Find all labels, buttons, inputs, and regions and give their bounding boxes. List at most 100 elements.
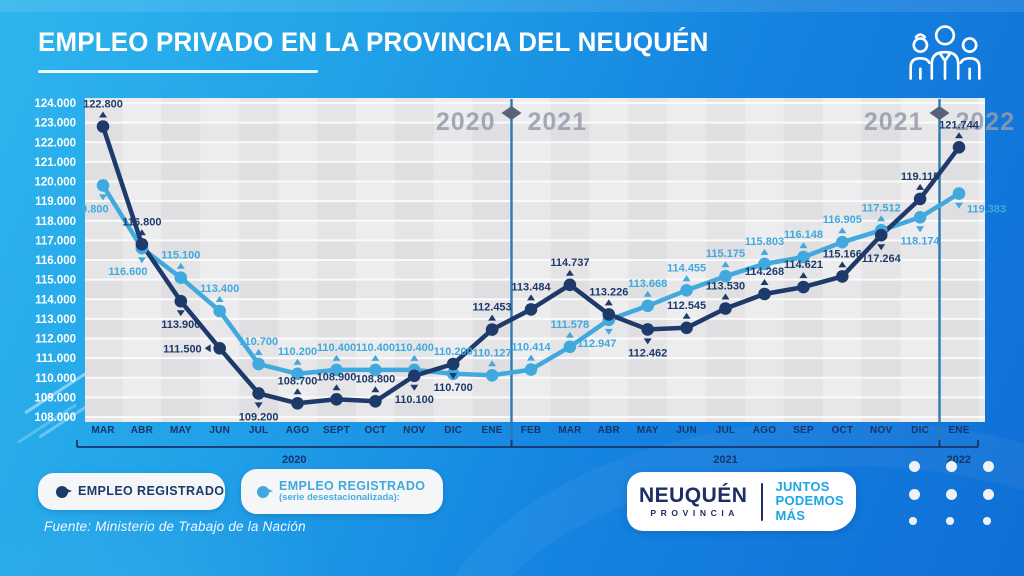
- legend-label: EMPLEO REGISTRADO: [279, 478, 426, 493]
- svg-text:2021: 2021: [528, 108, 588, 136]
- decor-dot: [909, 461, 920, 472]
- data-label: 119.115: [901, 171, 940, 183]
- svg-text:JUN: JUN: [209, 425, 230, 436]
- data-point: [680, 284, 693, 297]
- svg-text:JUL: JUL: [716, 425, 736, 436]
- data-point: [874, 228, 888, 242]
- svg-text:MAY: MAY: [637, 425, 659, 436]
- year-divider: 2020 2021: [436, 99, 588, 447]
- data-label: 115.175: [706, 248, 745, 260]
- data-point: [913, 192, 927, 206]
- legend-item-registrado[interactable]: EMPLEO REGISTRADO: [38, 473, 225, 510]
- svg-text:NOV: NOV: [403, 425, 425, 436]
- data-label: 110.200: [278, 346, 317, 358]
- svg-text:115.000: 115.000: [35, 275, 76, 287]
- svg-text:JUL: JUL: [249, 425, 269, 436]
- data-label: 115.803: [745, 236, 784, 248]
- svg-text:2020: 2020: [436, 108, 496, 136]
- svg-text:OCT: OCT: [365, 425, 387, 436]
- data-point: [524, 303, 538, 316]
- data-label: 113.226: [589, 286, 628, 298]
- decor-dot: [946, 489, 957, 500]
- data-label: 110.700: [239, 336, 278, 348]
- logo-slogan-line: PODEMOS: [775, 493, 845, 509]
- data-point: [174, 271, 188, 285]
- people-group-icon: [909, 25, 981, 80]
- data-point: [408, 369, 421, 383]
- data-point: [641, 299, 654, 313]
- y-axis: 124.000 123.000 122.000 121.000 120.000 119.0…: [34, 98, 985, 424]
- data-label: 112.947: [577, 338, 616, 350]
- data-point: [213, 304, 226, 318]
- svg-text:122.000: 122.000: [34, 137, 76, 149]
- logo-name: NEUQUÉN: [638, 484, 748, 508]
- data-point: [952, 141, 966, 154]
- data-point: [291, 367, 304, 381]
- svg-text:DIC: DIC: [444, 425, 462, 436]
- legend-item-desestacionalizada[interactable]: EMPLEO REGISTRADO (serie desestacionaliz…: [241, 469, 443, 514]
- data-label: 122.800: [83, 99, 123, 111]
- data-label: 113.668: [628, 278, 667, 290]
- svg-text:2021: 2021: [864, 108, 924, 136]
- data-label: 114.737: [550, 257, 589, 269]
- svg-text:FEB: FEB: [521, 425, 542, 436]
- decor-dot: [946, 517, 954, 525]
- data-label: 116.905: [823, 214, 862, 226]
- data-point: [330, 363, 343, 377]
- year-group-label: 2020: [282, 454, 306, 466]
- svg-text:112.000: 112.000: [35, 334, 76, 346]
- data-label: 116.600: [108, 266, 147, 278]
- series-points-desestacionalizada: 119.800 116.600 115.100 113.400 110.700110.2…: [69, 179, 1006, 382]
- svg-text:OCT: OCT: [831, 425, 853, 436]
- legend-marker-dark: [56, 485, 72, 498]
- data-label: 114.268: [745, 266, 784, 278]
- svg-text:111.000: 111.000: [36, 353, 76, 365]
- svg-text:110.000: 110.000: [35, 373, 76, 385]
- data-point: [96, 179, 110, 192]
- svg-text:124.000: 124.000: [34, 98, 76, 110]
- svg-text:AGO: AGO: [753, 425, 776, 436]
- data-point: [680, 321, 693, 335]
- data-label: 113.400: [200, 283, 239, 295]
- data-label: 108.700: [278, 375, 318, 387]
- data-label: 112.545: [667, 300, 706, 312]
- svg-text:109.000: 109.000: [34, 392, 76, 404]
- data-point: [174, 294, 188, 308]
- logo-divider: [761, 482, 764, 521]
- svg-text:114.000: 114.000: [35, 294, 76, 306]
- data-point: [252, 357, 265, 371]
- data-label: 113.900: [161, 319, 200, 331]
- data-label: 115.100: [161, 250, 200, 262]
- data-point: [485, 323, 499, 336]
- svg-text:AGO: AGO: [286, 425, 309, 436]
- legend-marker-light: [257, 485, 273, 498]
- svg-text:JUN: JUN: [676, 425, 697, 436]
- data-point: [641, 323, 654, 336]
- svg-text:DIC: DIC: [911, 425, 929, 436]
- logo-slogan-line: MÁS: [775, 507, 806, 523]
- svg-text:ABR: ABR: [131, 425, 154, 436]
- decor-dot: [946, 461, 957, 472]
- decor-dot: [909, 517, 917, 525]
- data-label: 119.800: [69, 203, 108, 215]
- svg-text:SEPT: SEPT: [323, 425, 350, 436]
- data-label: 116.800: [122, 216, 161, 228]
- data-label: 111.500: [163, 343, 202, 355]
- year-group-label: 2021: [713, 454, 737, 466]
- top-accent-strip: [0, 0, 1024, 12]
- page-title: EMPLEO PRIVADO EN LA PROVINCIA DEL NEUQU…: [38, 27, 709, 57]
- logo-slogan-line: JUNTOS: [775, 479, 830, 495]
- data-label: 117.512: [862, 202, 901, 214]
- data-label: 110.100: [395, 394, 434, 406]
- data-label: 108.800: [356, 373, 396, 385]
- data-point: [797, 280, 810, 294]
- data-label: 112.462: [628, 347, 667, 359]
- svg-text:ENE: ENE: [948, 425, 969, 436]
- svg-text:119.000: 119.000: [35, 196, 76, 208]
- svg-text:121.000: 121.000: [34, 157, 76, 169]
- data-point: [135, 238, 149, 251]
- data-point: [330, 393, 343, 406]
- title-underline: [38, 70, 318, 73]
- svg-text:ENE: ENE: [482, 425, 503, 436]
